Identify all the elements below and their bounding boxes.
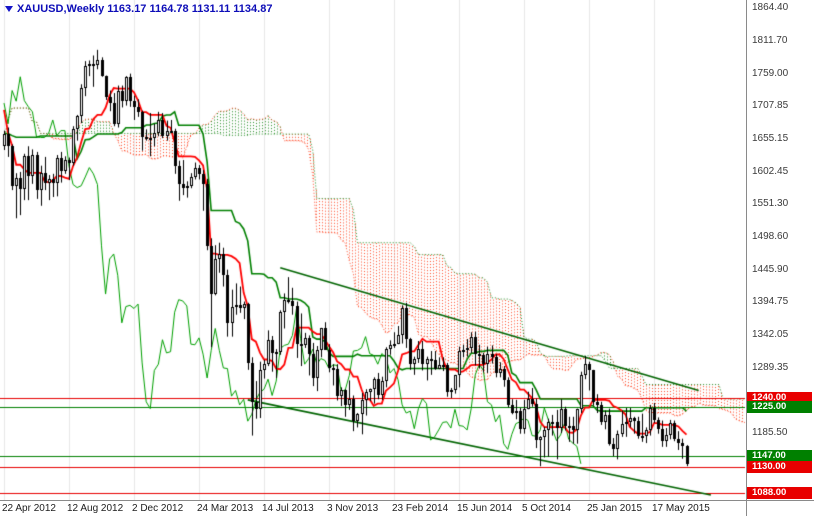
price-axis[interactable]: 1864.40 1811.70 1759.00 1707.85 1655.15 1602.… (746, 0, 814, 500)
axis-corner (746, 500, 814, 516)
price-tick-label: 1498.60 (752, 231, 789, 243)
date-label: 2 Dec 2012 (132, 503, 184, 514)
price-level-badge: 1088.00 (747, 487, 812, 500)
triangle-down-icon (5, 6, 13, 12)
price-tick-label: 1602.45 (752, 166, 789, 178)
price-tick-label: 1185.50 (752, 427, 788, 439)
price-tick-label: 1289.35 (752, 362, 789, 374)
price-tick-label: 1707.85 (752, 100, 789, 112)
date-label: 3 Nov 2013 (327, 503, 379, 514)
date-label: 25 Jan 2015 (587, 503, 643, 514)
price-tick-label: 1394.75 (752, 296, 789, 308)
price-tick-label: 1864.40 (752, 2, 789, 13)
price-tick-label: 1811.70 (752, 35, 788, 46)
date-label: 5 Oct 2014 (522, 503, 571, 514)
price-tick-label: 1551.30 (752, 198, 789, 210)
time-axis[interactable]: 22 Apr 2012 12 Aug 2012 2 Dec 2012 24 Mar 2… (0, 500, 746, 516)
price-tick-label: 1655.15 (752, 133, 789, 145)
date-label: 17 May 2015 (652, 503, 710, 514)
date-label: 15 Jun 2014 (457, 503, 513, 514)
date-label: 12 Aug 2012 (67, 503, 124, 514)
chart-title: XAUUSD,Weekly 1163.17 1164.78 1131.11 11… (5, 3, 272, 15)
chart-title-text: XAUUSD,Weekly 1163.17 1164.78 1131.11 11… (17, 3, 273, 15)
price-tick-label: 1342.05 (752, 329, 789, 341)
price-tick-label: 1445.90 (752, 264, 789, 276)
price-level-badge: 1147.00 (747, 450, 812, 463)
price-tick-label: 1759.00 (752, 68, 789, 79)
price-level-badge: 1130.00 (747, 460, 812, 473)
price-level-badge: 1240.00 (747, 391, 812, 404)
date-label: 23 Feb 2014 (392, 503, 449, 514)
date-label: 14 Jul 2013 (262, 503, 314, 514)
date-label: 22 Apr 2012 (2, 503, 56, 514)
date-label: 24 Mar 2013 (197, 503, 254, 514)
price-level-badge: 1225.00 (747, 401, 812, 414)
